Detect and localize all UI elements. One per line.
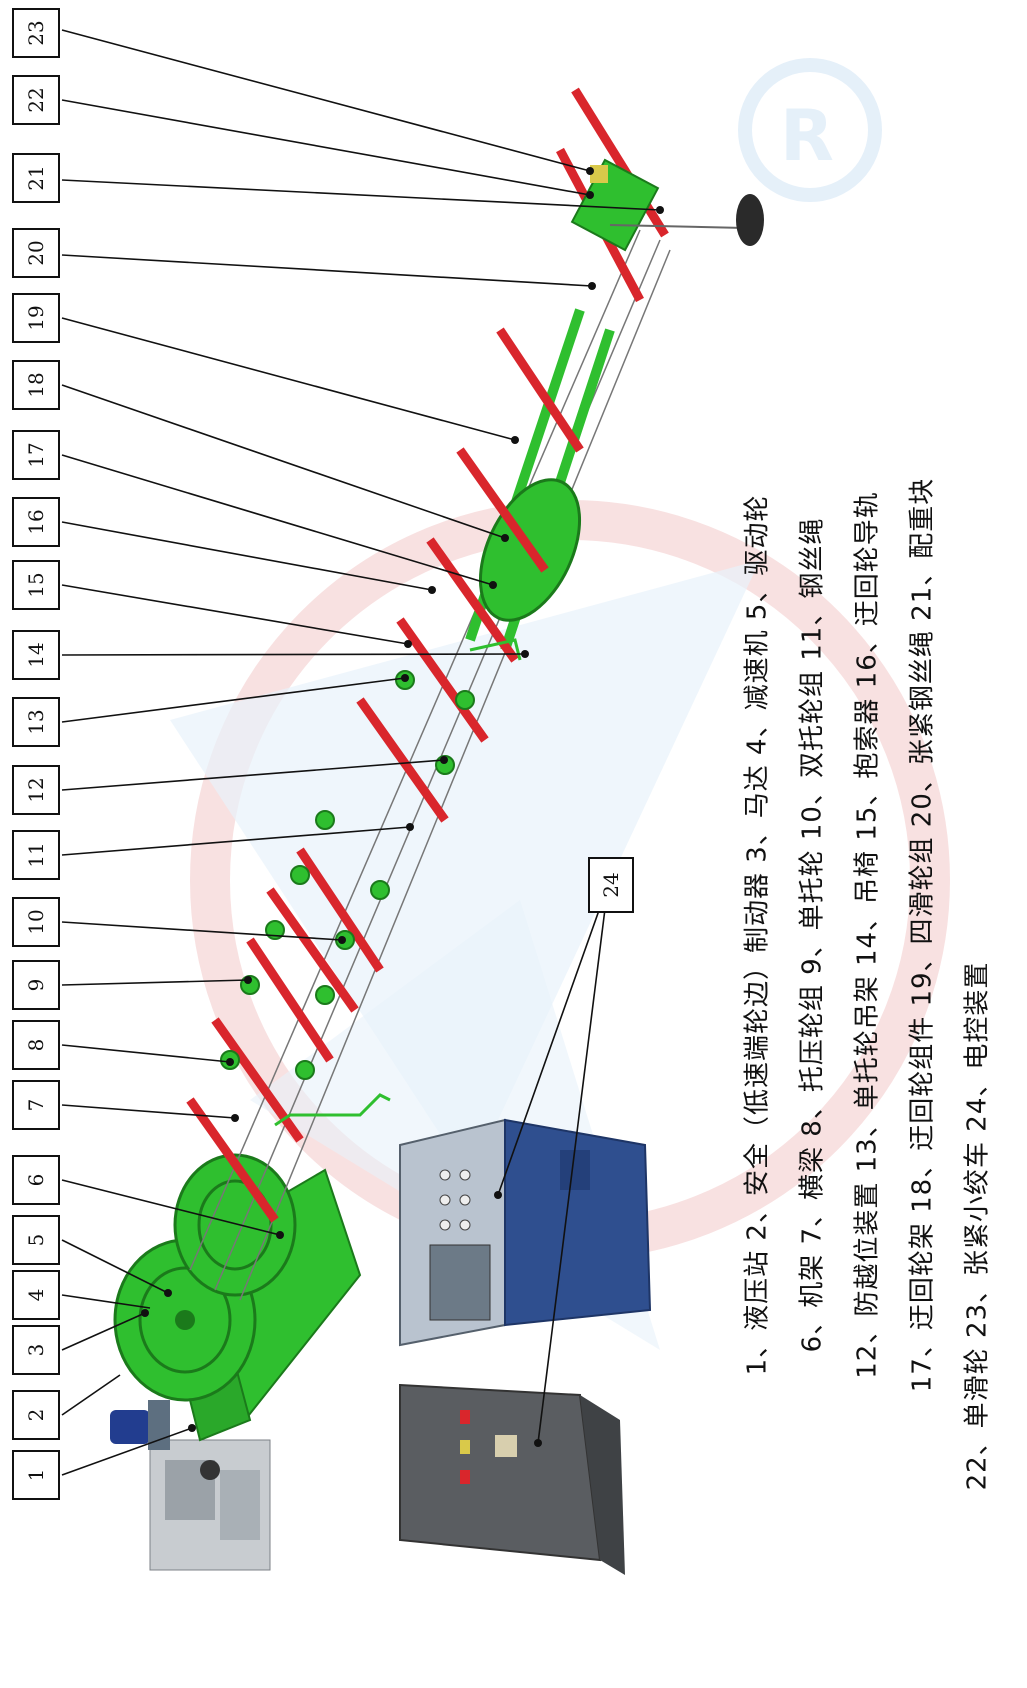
callout-number: 24	[599, 872, 623, 898]
callout-18: 18	[12, 360, 60, 410]
callout-13: 13	[12, 697, 60, 747]
callout-4: 4	[12, 1270, 60, 1320]
callout-16: 16	[12, 497, 60, 547]
legend-line-3: 12、防越位装置 13、单托轮吊架 14、吊椅 15、抱索器 16、迂回轮导轨	[852, 491, 883, 1379]
callout-number: 19	[24, 305, 48, 331]
hydraulic-station-illustration	[149, 1439, 271, 1571]
callout-number: 12	[24, 777, 48, 803]
callout-3: 3	[12, 1325, 60, 1375]
callout-number: 6	[24, 1173, 48, 1187]
callout-number: 21	[24, 165, 48, 191]
callout-9: 9	[12, 960, 60, 1010]
callout-17: 17	[12, 430, 60, 480]
callout-number: 5	[24, 1233, 48, 1247]
callout-5: 5	[12, 1215, 60, 1265]
callout-number: 23	[24, 20, 48, 46]
callout-number: 20	[24, 240, 48, 266]
callout-number: 22	[24, 87, 48, 113]
callout-number: 1	[24, 1468, 48, 1482]
brake-illustration	[110, 1400, 170, 1450]
callout-8: 8	[12, 1020, 60, 1070]
callout-number: 3	[24, 1343, 48, 1357]
callout-21: 21	[12, 153, 60, 203]
callout-20: 20	[12, 228, 60, 278]
callout-number: 15	[24, 572, 48, 598]
callout-number: 17	[24, 442, 48, 468]
callout-14: 14	[12, 630, 60, 680]
callout-1: 1	[12, 1450, 60, 1500]
callout-number: 7	[24, 1098, 48, 1112]
callout-number: 18	[24, 372, 48, 398]
legend-line-5: 22、单滑轮 23、张紧小绞车 24、电控装置	[962, 961, 993, 1490]
callout-11: 11	[12, 830, 60, 880]
legend: 1、液压站 2、安全（低速端轮边）制动器 3、马达 4、减速机 5、驱动轮 6、…	[725, 380, 1025, 1490]
svg-text:R: R	[780, 95, 834, 177]
legend-line-1: 1、液压站 2、安全（低速端轮边）制动器 3、马达 4、减速机 5、驱动轮	[742, 494, 773, 1376]
drive-frame-illustration	[113, 1153, 362, 1442]
callout-number: 10	[24, 909, 48, 935]
callout-number: 2	[24, 1408, 48, 1422]
callout-23: 23	[12, 8, 60, 58]
callout-number: 16	[24, 509, 48, 535]
callout-number: 13	[24, 709, 48, 735]
callout-19: 19	[12, 293, 60, 343]
callout-24: 24	[588, 857, 634, 913]
callout-7: 7	[12, 1080, 60, 1130]
electrical-box-illustration	[399, 1383, 625, 1575]
callout-number: 11	[24, 842, 48, 868]
callout-number: 8	[24, 1038, 48, 1052]
callout-12: 12	[12, 765, 60, 815]
tension-assembly-illustration	[570, 158, 764, 252]
callout-10: 10	[12, 897, 60, 947]
callout-22: 22	[12, 75, 60, 125]
crossbeams-illustration	[186, 87, 669, 1223]
callout-15: 15	[12, 560, 60, 610]
callout-number: 9	[24, 978, 48, 992]
callout-2: 2	[12, 1390, 60, 1440]
leader-lines	[61, 29, 661, 1476]
control-cabinet-illustration	[399, 1118, 652, 1347]
legend-line-2: 6、机架 7、横梁 8、托压轮组 9、单托轮 10、双托轮组 11、钢丝绳	[797, 517, 828, 1353]
callout-6: 6	[12, 1155, 60, 1205]
callout-number: 4	[24, 1288, 48, 1302]
callout-number: 14	[24, 642, 48, 668]
leader-dots	[141, 167, 664, 1447]
legend-line-4: 17、迂回轮架 18、迂回轮组件 19、四滑轮组 20、张紧钢丝绳 21、配重块	[907, 477, 938, 1393]
